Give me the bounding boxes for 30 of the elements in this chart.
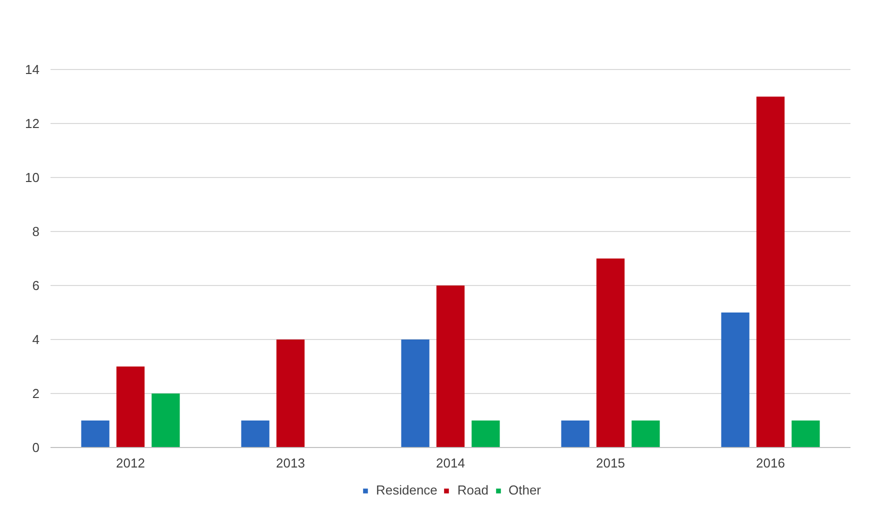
bar: [561, 420, 590, 448]
bar: [632, 420, 660, 448]
bar: [276, 340, 305, 448]
x-tick-label: 2016: [756, 456, 785, 470]
bar: [436, 286, 465, 448]
legend-label: Road: [457, 482, 488, 498]
y-tick-label: 14: [25, 62, 40, 78]
x-tick-label: 2012: [116, 456, 145, 470]
y-tick-label: 8: [32, 224, 40, 240]
y-tick-label: 0: [32, 440, 40, 455]
bar: [792, 420, 820, 448]
y-tick-label: 6: [32, 278, 40, 294]
y-tick-label: 2: [32, 386, 40, 402]
bar: [241, 420, 270, 448]
bar: [401, 340, 430, 448]
x-tick-label: 2013: [276, 456, 305, 470]
bar: [721, 312, 750, 448]
bar: [472, 420, 500, 448]
bar: [116, 366, 145, 448]
y-tick-label: 4: [32, 332, 40, 348]
bar: [152, 394, 180, 448]
y-tick-label: 12: [25, 116, 40, 132]
legend-label: Residence: [376, 482, 438, 498]
bar: [756, 96, 785, 448]
bar: [81, 420, 110, 448]
y-tick-label: 10: [25, 170, 40, 186]
legend-label: Other: [508, 482, 542, 498]
x-tick-label: 2014: [436, 456, 465, 470]
bar: [596, 258, 625, 448]
x-tick-label: 2015: [596, 456, 625, 470]
